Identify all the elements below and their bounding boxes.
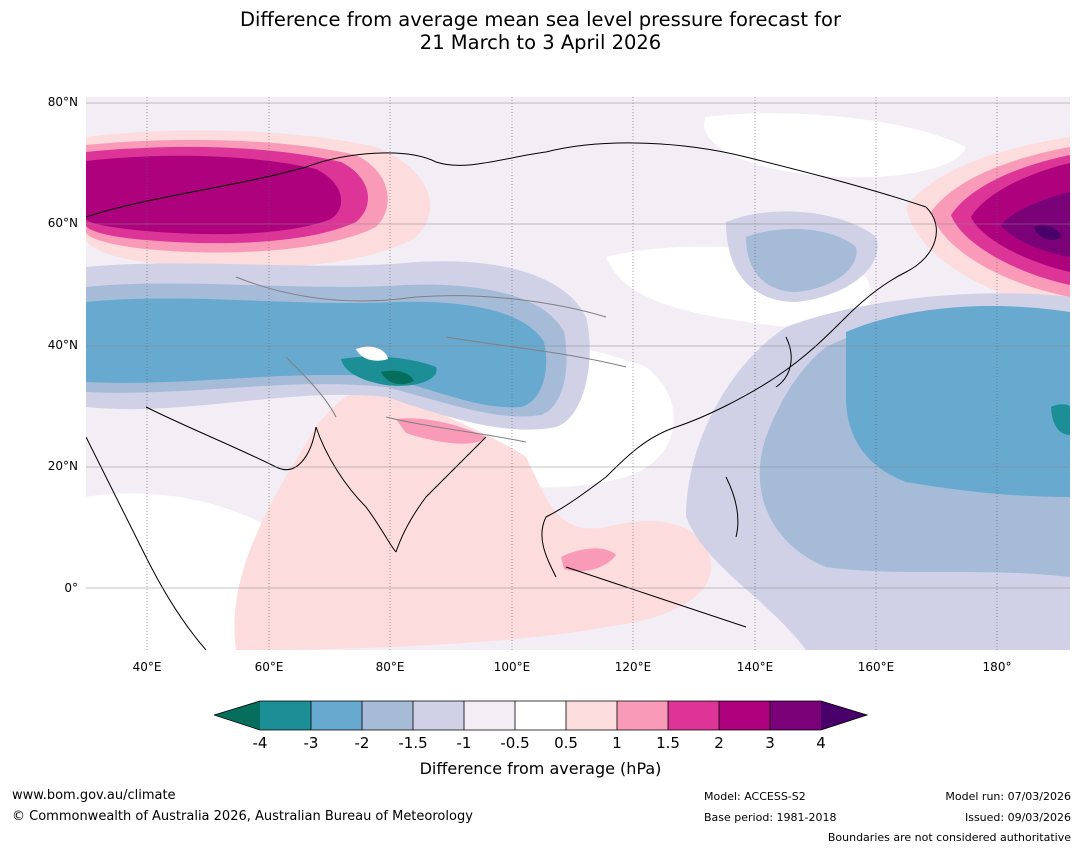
colorbar-tick: 4: [816, 734, 826, 752]
coastline-arabia: [145, 406, 317, 470]
colorbar-cell-neutral: [515, 701, 566, 730]
positive-anomaly-south-asia: [234, 387, 712, 650]
border-mongolia: [445, 336, 627, 368]
colorbar-cell-3-to-4: [770, 701, 821, 730]
positive-anomaly-borneo: [561, 548, 616, 572]
colorbar-tick: 1: [612, 734, 622, 752]
lon-label-40e: 40°E: [132, 660, 162, 674]
coastline-china: [605, 376, 777, 478]
colorbar-title: Difference from average (hPa): [419, 759, 662, 778]
website-link[interactable]: www.bom.gov.au/climate: [12, 788, 176, 803]
colorbar-tick: -2: [354, 734, 370, 752]
coastline-arctic-siberia: [545, 142, 927, 208]
negative-anomaly-asia-2: [86, 298, 547, 408]
coastline-india-west: [315, 426, 397, 553]
lon-label-120e: 120°E: [614, 660, 652, 674]
colorbar-cell-2-to-3: [719, 701, 770, 730]
model-name: Model: ACCESS-S2: [704, 790, 806, 803]
title-line-2: 21 March to 3 April 2026: [419, 31, 662, 54]
positive-anomaly-russia-core: [86, 155, 342, 235]
positive-anomaly-himalaya: [396, 418, 486, 444]
lat-label-equator: 0°: [64, 581, 78, 595]
boundaries-disclaimer: Boundaries are not considered authoritat…: [827, 831, 1071, 844]
base-period: Base period: 1981-2018: [704, 811, 837, 824]
title-line-1: Difference from average mean sea level p…: [240, 8, 841, 31]
colorbar-cell-1-5-to-2: [668, 701, 719, 730]
lon-label-80e: 80°E: [375, 660, 405, 674]
lon-label-160e: 160°E: [857, 660, 895, 674]
coastline-japan: [775, 336, 792, 388]
lon-label-100e: 100°E: [493, 660, 531, 674]
neutral-zone-arctic: [704, 113, 966, 178]
colorbar-cell-minus-3-to-minus-2: [311, 701, 362, 730]
map-canvas: [86, 97, 1070, 650]
lon-label-180: 180°: [982, 660, 1012, 674]
neutral-spot-pamir: [356, 346, 388, 361]
border-central-asia: [285, 356, 337, 418]
colorbar-cell-minus-2-to-minus-1-5: [362, 701, 413, 730]
colorbar-tick: 3: [765, 734, 775, 752]
country-borders: [235, 276, 627, 443]
colorbar-cell-0-5-to-1: [566, 701, 617, 730]
negative-anomaly-pacific-core: [1051, 404, 1070, 435]
coastline-pacific-asia: [775, 206, 937, 378]
longitude-gridlines: [146, 97, 998, 650]
negative-anomaly-ne-asia: [746, 228, 857, 292]
colorbar-tick: -0.5: [500, 734, 530, 752]
issued-date: Issued: 09/03/2026: [964, 811, 1071, 824]
coastline-bay-of-bengal: [395, 436, 487, 553]
lon-label-60e: 60°E: [254, 660, 284, 674]
colorbar-cell-above-4: [821, 701, 867, 730]
map-title: Difference from average mean sea level p…: [0, 8, 1081, 54]
lat-label-80n: 80°N: [47, 95, 78, 109]
colorbar-tick: -1.5: [398, 734, 428, 752]
colorbar-cell-1-to-1-5: [617, 701, 668, 730]
colorbar-tick: -3: [303, 734, 319, 752]
positive-anomaly-bering-peak: [1034, 225, 1062, 240]
colorbar-cell-below-minus-4: [214, 701, 260, 730]
colorbar-tick: 2: [714, 734, 724, 752]
colorbar-outline: [214, 700, 868, 731]
coastline-indochina: [541, 476, 607, 578]
coastline-arctic-europe: [86, 151, 547, 218]
latitude-gridlines: [86, 102, 1070, 589]
colorbar-tick: -1: [456, 734, 472, 752]
coastline-philippines: [725, 476, 739, 538]
border-russia-kazakhstan: [235, 276, 607, 318]
lat-label-20n: 20°N: [47, 459, 78, 473]
colorbar-border: [214, 700, 868, 731]
negative-anomaly-pacific-2: [846, 306, 1070, 497]
copyright-notice: © Commonwealth of Australia 2026, Austra…: [12, 809, 473, 824]
coastlines: [86, 142, 937, 650]
model-run-date: Model run: 07/03/2026: [945, 790, 1071, 803]
coastline-indonesia: [565, 566, 747, 628]
colorbar: [214, 700, 868, 731]
lat-label-60n: 60°N: [47, 216, 78, 230]
positive-anomaly-bering-4: [1001, 192, 1070, 257]
lat-label-40n: 40°N: [47, 338, 78, 352]
colorbar-tick: 1.5: [656, 734, 680, 752]
coastline-east-africa: [86, 436, 207, 650]
negative-anomaly-tibet-core: [381, 370, 414, 385]
colorbar-cell-minus-1-5-to-minus-1: [413, 701, 464, 730]
border-himalaya: [385, 416, 527, 443]
colorbar-cell-minus-1-to-minus-0-5: [464, 701, 515, 730]
colorbar-tick: -4: [252, 734, 268, 752]
pressure-anomaly-map: [86, 97, 1070, 650]
lon-label-140e: 140°E: [736, 660, 774, 674]
colorbar-tick: 0.5: [554, 734, 578, 752]
colorbar-cell-minus-4-to-minus-3: [260, 701, 311, 730]
